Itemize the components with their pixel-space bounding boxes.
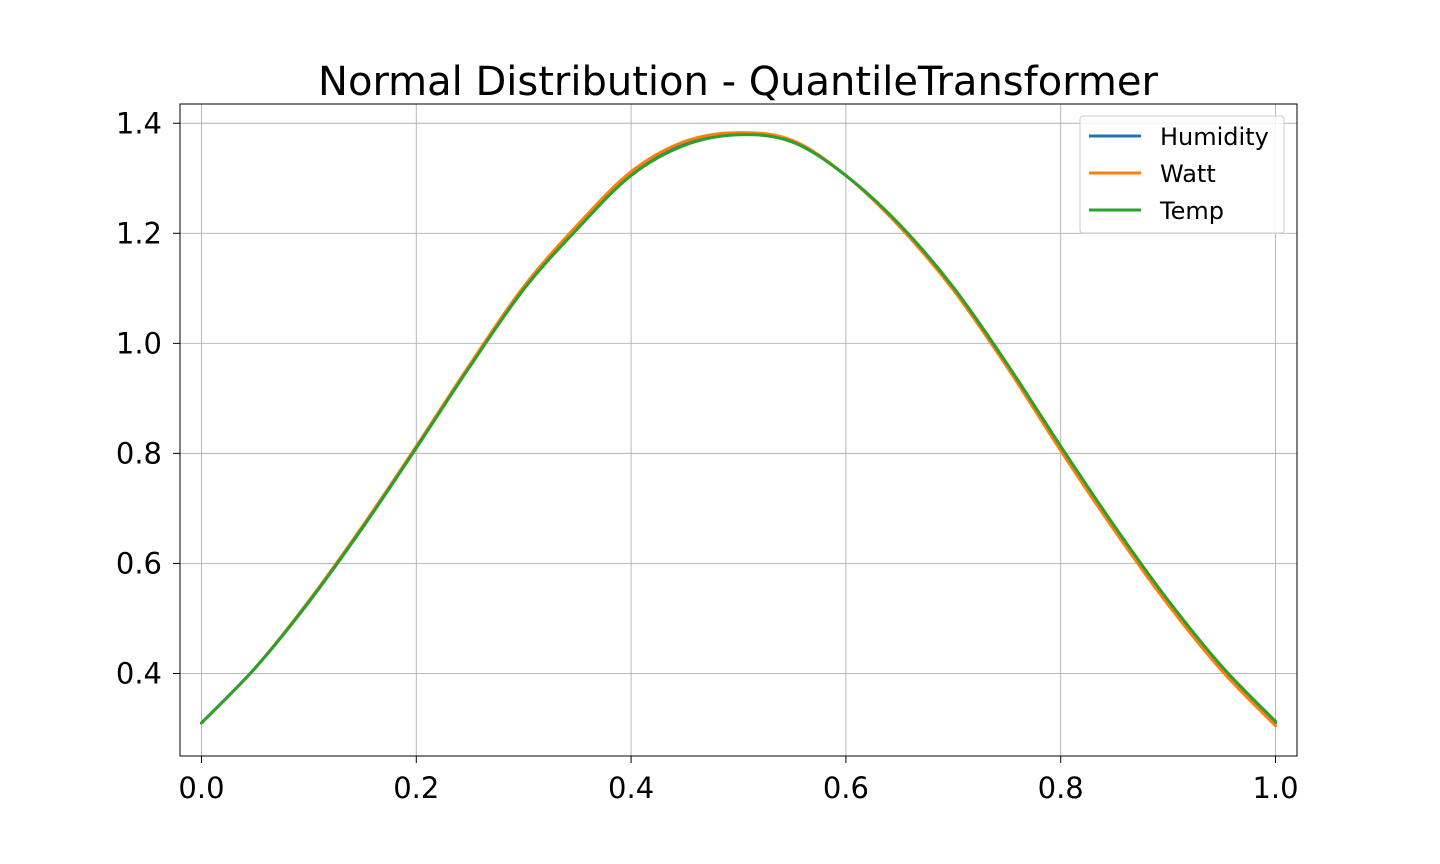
x-tick-label: 1.0 (1252, 771, 1298, 805)
legend: Humidity Watt Temp (1079, 115, 1285, 234)
y-tick-label: 0.6 (116, 546, 162, 580)
tick-layer: 0.0 0.2 0.4 0.6 0.8 1.0 0.4 0.6 0.8 1.0 1.2 1.4 (116, 106, 1299, 805)
x-tick-label: 0.2 (393, 771, 439, 805)
plot-frame (179, 103, 1298, 757)
x-tick-label: 0.8 (1038, 771, 1084, 805)
series-line-temp (199, 133, 1278, 725)
y-tick-label: 1.4 (116, 106, 162, 140)
x-tick-label: 0.6 (823, 771, 869, 805)
x-tick-label: 0.4 (608, 771, 654, 805)
x-tick-label: 0.0 (178, 771, 224, 805)
legend-box (1079, 115, 1285, 234)
legend-label-temp: Temp (1159, 197, 1224, 225)
y-tick-label: 1.0 (116, 326, 162, 360)
y-tick-label: 0.4 (116, 656, 162, 690)
legend-label-watt: Watt (1160, 160, 1216, 188)
series-layer (199, 131, 1278, 728)
y-tick-label: 1.2 (116, 216, 162, 250)
y-tick-label: 0.8 (116, 436, 162, 470)
legend-label-humidity: Humidity (1160, 123, 1269, 151)
chart-title: Normal Distribution - QuantileTransforme… (318, 59, 1158, 105)
